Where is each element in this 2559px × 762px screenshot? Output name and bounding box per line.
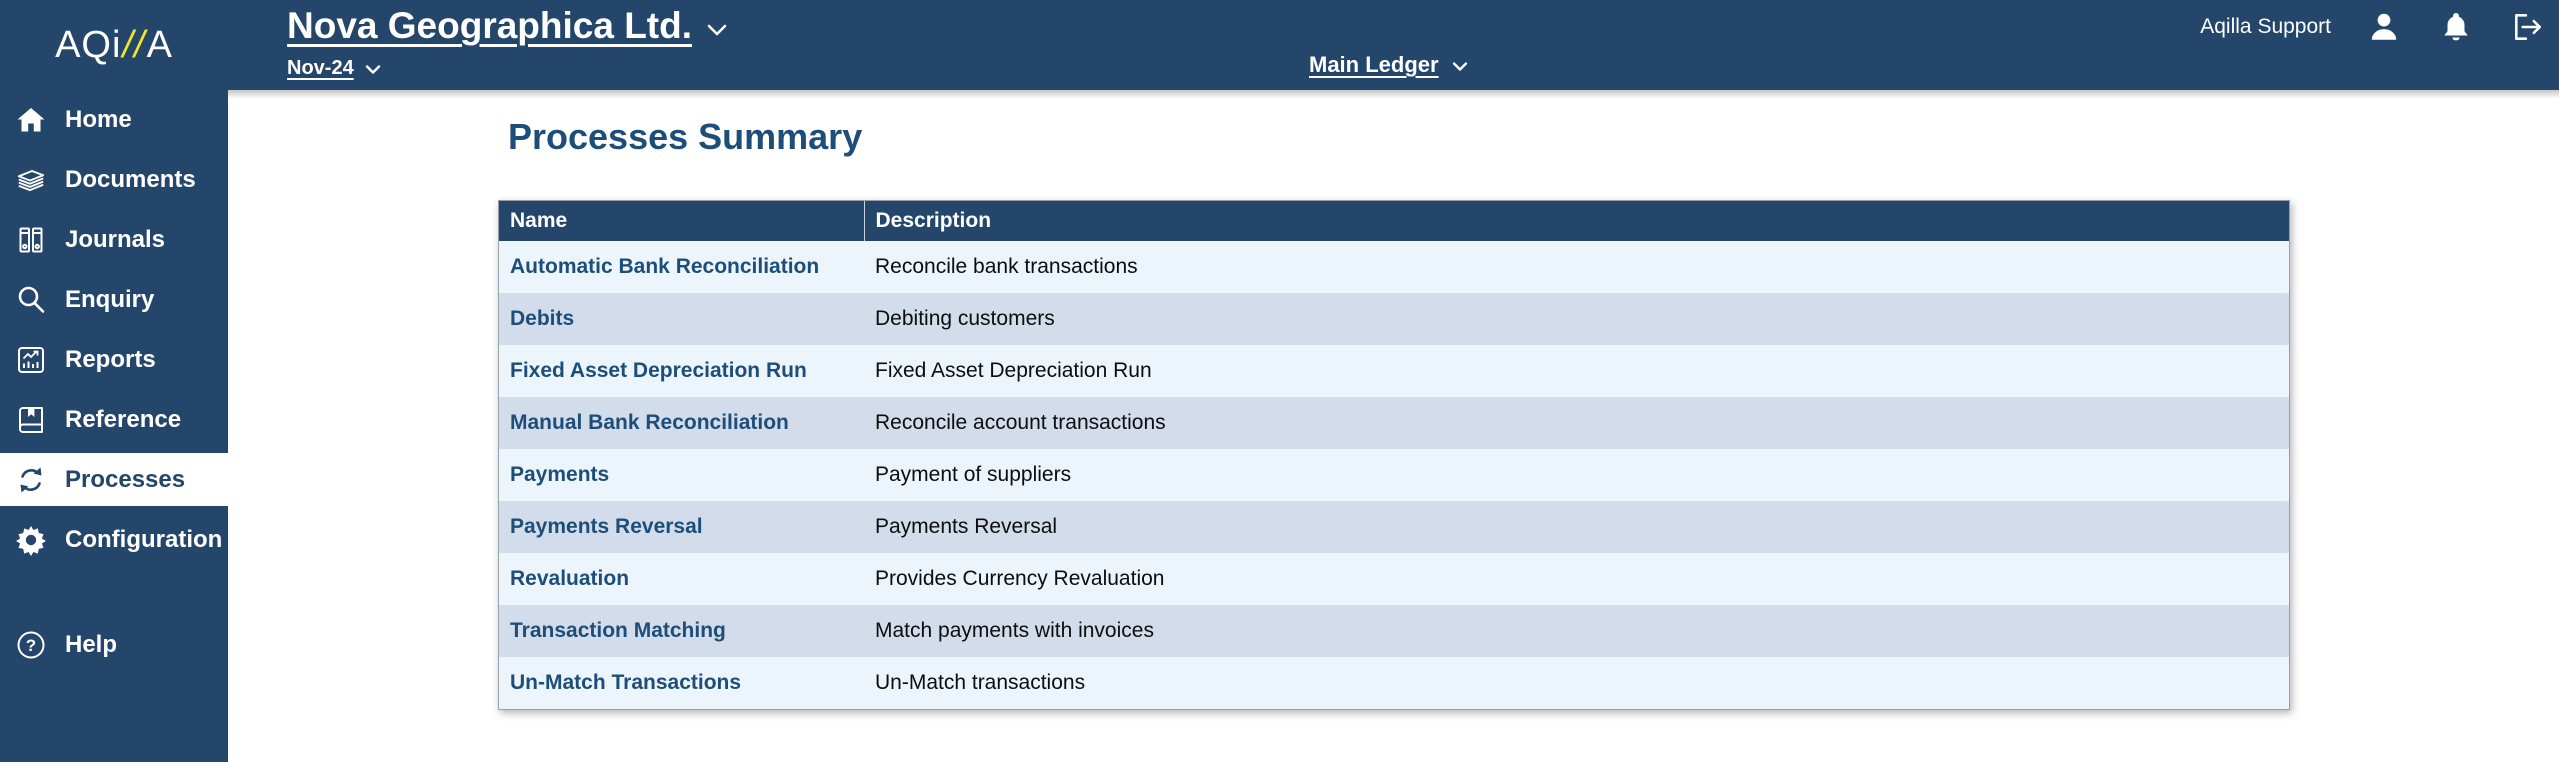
table-row: Debits Debiting customers (499, 293, 2289, 345)
table-row: Payments Payment of suppliers (499, 449, 2289, 501)
sidebar-item-label: Enquiry (65, 286, 155, 313)
sidebar: Home Documents Journals (0, 90, 228, 762)
process-link[interactable]: Un-Match Transactions (510, 671, 742, 694)
table-row: Manual Bank Reconciliation Reconcile acc… (499, 397, 2289, 449)
logo-text: AQi (55, 23, 122, 66)
process-link[interactable]: Fixed Asset Depreciation Run (510, 359, 807, 382)
sidebar-item-help[interactable]: ? Help (0, 615, 228, 675)
table-header-name: Name (499, 201, 864, 241)
sidebar-item-reference[interactable]: Reference (0, 390, 228, 450)
company-block: Nova Geographica Ltd. Nov-24 (287, 5, 728, 80)
user-area: Aqilla Support (2200, 0, 2547, 54)
logout-icon[interactable] (2509, 8, 2547, 46)
period-selector[interactable]: Nov-24 (287, 56, 354, 79)
page-title: Processes Summary (508, 116, 863, 157)
sidebar-item-label: Processes (65, 465, 186, 493)
svg-text:?: ? (26, 636, 36, 655)
search-icon (13, 282, 49, 318)
table-row: Transaction Matching Match payments with… (499, 605, 2289, 657)
topbar-shadow (228, 90, 2559, 99)
process-link[interactable]: Manual Bank Reconciliation (510, 411, 789, 434)
documents-icon (13, 162, 49, 198)
home-icon (13, 102, 49, 138)
sidebar-item-label: Reference (65, 406, 182, 433)
sidebar-item-label: Help (65, 631, 118, 658)
logo-slashes: // (122, 23, 146, 66)
table-header-row: Name Description (499, 201, 2289, 241)
sidebar-item-documents[interactable]: Documents (0, 150, 228, 210)
sidebar-item-home[interactable]: Home (0, 90, 228, 150)
table-row: Revaluation Provides Currency Revaluatio… (499, 553, 2289, 605)
process-description: Un-Match transactions (875, 671, 1086, 694)
user-icon[interactable] (2365, 8, 2403, 46)
process-description: Match payments with invoices (875, 619, 1154, 642)
chevron-down-icon[interactable] (706, 23, 728, 38)
company-selector[interactable]: Nova Geographica Ltd. (287, 5, 693, 46)
sidebar-item-label: Home (65, 106, 132, 133)
logo-text-end: A (146, 23, 173, 66)
chevron-down-icon[interactable] (364, 64, 382, 76)
sidebar-item-label: Documents (65, 166, 196, 193)
processes-table: Name Description Automatic Bank Reconcil… (499, 201, 2289, 709)
main-content: Processes Summary Name Description Autom… (228, 90, 2559, 762)
ledger-block: Main Ledger (1309, 52, 1469, 78)
sidebar-item-label: Configuration (65, 526, 223, 553)
process-link[interactable]: Payments (510, 463, 610, 486)
notifications-bell-icon[interactable] (2437, 8, 2475, 46)
sidebar-item-reports[interactable]: Reports (0, 330, 228, 390)
ledger-selector[interactable]: Main Ledger (1309, 52, 1439, 77)
sidebar-item-processes[interactable]: Processes (0, 453, 228, 506)
chevron-down-icon[interactable] (1451, 61, 1469, 73)
process-link[interactable]: Revaluation (510, 567, 630, 590)
processes-table-container: Name Description Automatic Bank Reconcil… (498, 200, 2290, 710)
process-description: Reconcile bank transactions (875, 255, 1138, 278)
process-description: Payments Reversal (875, 515, 1058, 538)
process-link[interactable]: Transaction Matching (510, 619, 726, 642)
table-row: Fixed Asset Depreciation Run Fixed Asset… (499, 345, 2289, 397)
table-header-description: Description (863, 201, 2289, 241)
table-row: Un-Match Transactions Un-Match transacti… (499, 657, 2289, 709)
process-link[interactable]: Payments Reversal (510, 515, 703, 538)
process-description: Provides Currency Revaluation (875, 567, 1165, 590)
table-row: Payments Reversal Payments Reversal (499, 501, 2289, 553)
journals-icon (13, 222, 49, 258)
process-link[interactable]: Debits (510, 307, 575, 330)
process-description: Debiting customers (875, 307, 1055, 330)
sidebar-item-label: Reports (65, 346, 156, 373)
topbar: AQi//A Nova Geographica Ltd. Nov-24 Main… (0, 0, 2559, 90)
reports-chart-icon (13, 342, 49, 378)
question-icon: ? (13, 627, 49, 663)
process-description: Fixed Asset Depreciation Run (875, 359, 1152, 382)
sidebar-item-journals[interactable]: Journals (0, 210, 228, 270)
logged-in-user: Aqilla Support (2200, 15, 2331, 38)
cycle-icon (13, 462, 49, 498)
gear-icon (13, 522, 49, 558)
aqilla-logo[interactable]: AQi//A (0, 0, 228, 90)
book-icon (13, 402, 49, 438)
process-description: Payment of suppliers (875, 463, 1072, 486)
sidebar-item-label: Journals (65, 226, 166, 253)
sidebar-item-configuration[interactable]: Configuration (0, 510, 228, 570)
process-description: Reconcile account transactions (875, 411, 1166, 434)
table-row: Automatic Bank Reconciliation Reconcile … (499, 241, 2289, 293)
process-link[interactable]: Automatic Bank Reconciliation (510, 255, 820, 278)
sidebar-item-enquiry[interactable]: Enquiry (0, 270, 228, 330)
